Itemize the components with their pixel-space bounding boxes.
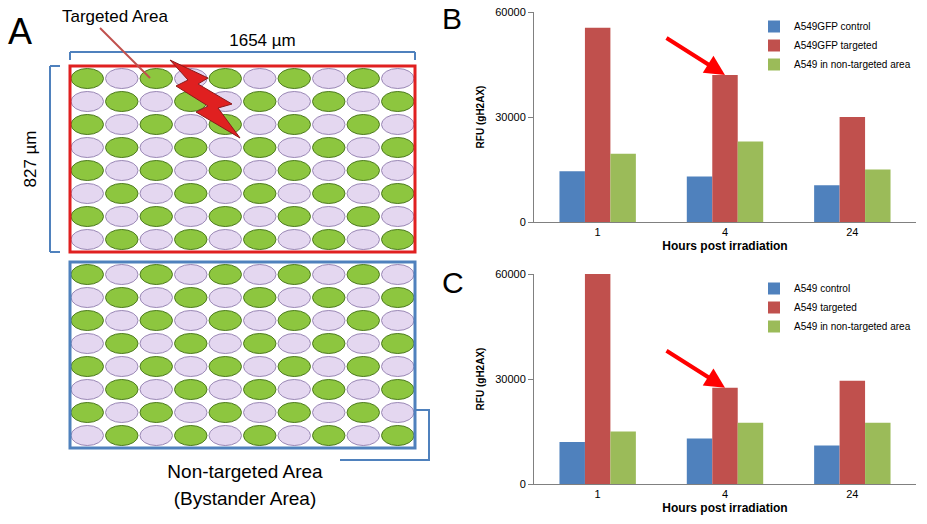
svg-text:A: A bbox=[8, 11, 32, 52]
svg-text:A549 in non-targeted area: A549 in non-targeted area bbox=[794, 59, 911, 70]
svg-text:4: 4 bbox=[722, 488, 728, 500]
svg-text:A549GFP targeted: A549GFP targeted bbox=[794, 40, 877, 51]
svg-text:60000: 60000 bbox=[495, 268, 526, 280]
svg-text:A549 targeted: A549 targeted bbox=[794, 302, 857, 313]
svg-text:24: 24 bbox=[846, 488, 858, 500]
svg-text:4: 4 bbox=[722, 226, 728, 238]
svg-text:(Bystander Area): (Bystander Area) bbox=[174, 488, 317, 509]
svg-text:0: 0 bbox=[520, 478, 526, 490]
svg-text:Hours post irradiation: Hours post irradiation bbox=[662, 501, 787, 515]
svg-text:60000: 60000 bbox=[495, 6, 526, 18]
svg-text:A549 in non-targeted area: A549 in non-targeted area bbox=[794, 321, 911, 332]
html-text:C: C bbox=[442, 266, 464, 299]
svg-text:0: 0 bbox=[520, 216, 526, 228]
svg-text:RFU (gH2AX): RFU (gH2AX) bbox=[475, 348, 486, 411]
svg-text:Non-targeted Area: Non-targeted Area bbox=[167, 461, 323, 482]
svg-text:A549 control: A549 control bbox=[794, 283, 850, 294]
svg-text:RFU (gH2AX): RFU (gH2AX) bbox=[475, 86, 486, 149]
svg-text:A549GFP control: A549GFP control bbox=[794, 21, 871, 32]
svg-text:1: 1 bbox=[595, 226, 601, 238]
svg-text:Targeted Area: Targeted Area bbox=[62, 7, 168, 26]
svg-text:30000: 30000 bbox=[495, 111, 526, 123]
svg-text:1654 µm: 1654 µm bbox=[229, 31, 296, 50]
html-text:B: B bbox=[442, 2, 462, 35]
svg-text:24: 24 bbox=[846, 226, 858, 238]
svg-text:30000: 30000 bbox=[495, 373, 526, 385]
svg-text:1: 1 bbox=[595, 488, 601, 500]
svg-text:Hours post irradiation: Hours post irradiation bbox=[662, 239, 787, 253]
svg-text:827 µm: 827 µm bbox=[21, 130, 40, 187]
